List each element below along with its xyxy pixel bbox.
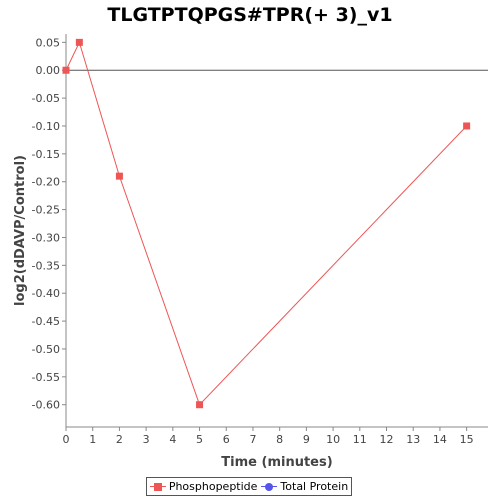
y-tick-label: -0.55 bbox=[32, 371, 60, 384]
series-layer bbox=[62, 38, 471, 409]
chart-title: TLGTPTQPGS#TPR(+ 3)_v1 bbox=[107, 4, 393, 26]
y-tick-label: -0.45 bbox=[32, 315, 60, 328]
y-tick-label: -0.40 bbox=[32, 287, 60, 300]
x-tick-label: 2 bbox=[116, 433, 123, 446]
legend-label-total-protein: Total Protein bbox=[280, 480, 349, 493]
x-tick-label: 10 bbox=[326, 433, 340, 446]
x-tick-label: 12 bbox=[380, 433, 394, 446]
x-axis-ticks: 0 1 2 3 4 5 6 7 8 9 10 11 12 13 14 15 bbox=[63, 427, 474, 446]
y-tick-label: -0.50 bbox=[32, 343, 60, 356]
y-tick-label: 0.00 bbox=[36, 64, 61, 77]
y-tick-label: -0.30 bbox=[32, 231, 60, 244]
y-axis-title: log2(dDAVP/Control) bbox=[13, 155, 28, 306]
y-tick-label: 0.05 bbox=[36, 36, 61, 49]
legend-swatch-circle-icon bbox=[261, 482, 278, 492]
y-axis-ticks: 0.05 0.00 -0.05 -0.10 -0.15 -0.20 -0.25 -0.30 -0… bbox=[32, 36, 66, 412]
x-tick-label: 1 bbox=[89, 433, 96, 446]
x-tick-label: 14 bbox=[433, 433, 447, 446]
series-line bbox=[65, 40, 467, 406]
x-tick-label: 8 bbox=[276, 433, 283, 446]
y-tick-label: -0.60 bbox=[32, 399, 60, 412]
x-tick-label: 13 bbox=[406, 433, 420, 446]
legend-item-phosphopeptide: Phosphopeptide bbox=[149, 480, 258, 493]
data-point bbox=[75, 38, 83, 46]
y-tick-label: -0.15 bbox=[32, 148, 60, 161]
y-tick-label: -0.05 bbox=[32, 92, 60, 105]
y-tick-label: -0.25 bbox=[32, 204, 60, 217]
data-point bbox=[62, 66, 70, 74]
legend: Phosphopeptide Total Protein bbox=[146, 477, 352, 496]
x-tick-label: 11 bbox=[353, 433, 367, 446]
legend-label-phosphopeptide: Phosphopeptide bbox=[168, 480, 258, 493]
x-tick-label: 7 bbox=[249, 433, 256, 446]
x-tick-label: 5 bbox=[196, 433, 203, 446]
x-axis-title: Time (minutes) bbox=[221, 455, 332, 470]
x-tick-label: 9 bbox=[303, 433, 310, 446]
x-tick-label: 0 bbox=[63, 433, 70, 446]
y-tick-label: -0.35 bbox=[32, 259, 60, 272]
y-tick-label: -0.20 bbox=[32, 176, 60, 189]
x-tick-label: 15 bbox=[460, 433, 474, 446]
data-point bbox=[115, 172, 123, 180]
data-point bbox=[196, 401, 204, 409]
x-tick-label: 6 bbox=[223, 433, 230, 446]
y-tick-label: -0.10 bbox=[32, 120, 60, 133]
legend-swatch-square-icon bbox=[149, 482, 166, 492]
x-tick-label: 4 bbox=[169, 433, 176, 446]
legend-item-total-protein: Total Protein bbox=[261, 480, 348, 493]
x-tick-label: 3 bbox=[143, 433, 150, 446]
data-point bbox=[463, 122, 471, 130]
